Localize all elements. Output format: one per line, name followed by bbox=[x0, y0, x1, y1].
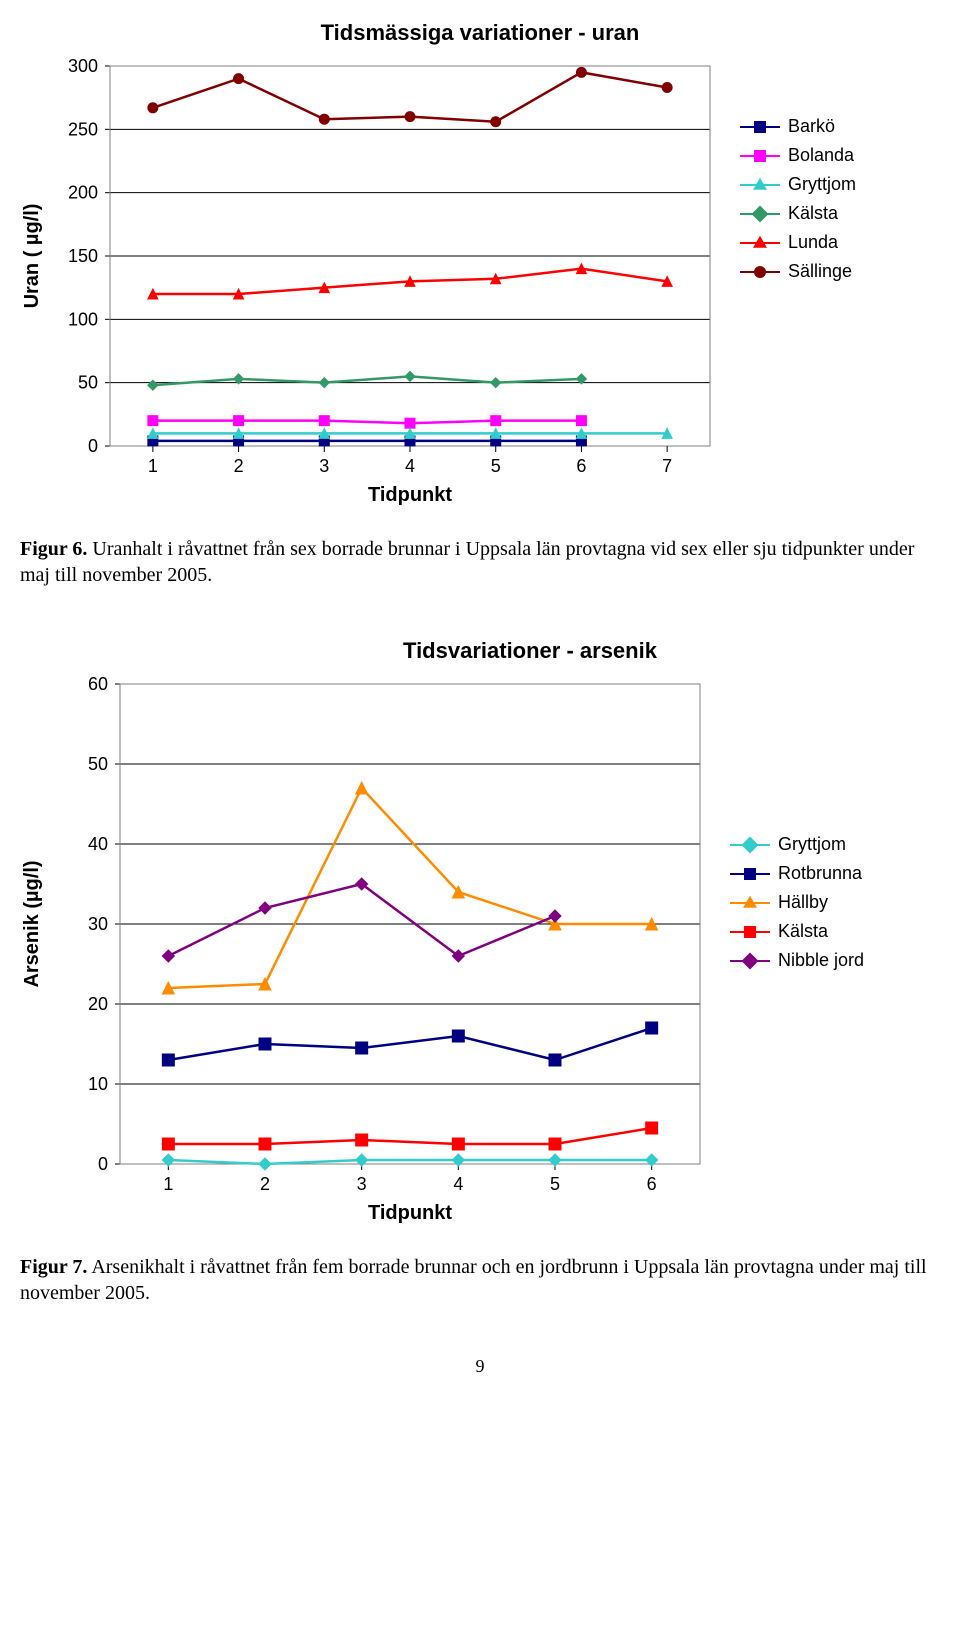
svg-text:50: 50 bbox=[88, 754, 108, 774]
legend-item: Sällinge bbox=[740, 261, 856, 282]
arsenik-legend: Gryttjom Rotbrunna Hällby Kälsta Nibble jord bbox=[730, 834, 864, 979]
legend-label: Kälsta bbox=[788, 203, 838, 224]
svg-text:1: 1 bbox=[163, 1174, 173, 1194]
uran-chart-svg: 0 50 100 150 200 250 300 1 2 3 4 5 6 7 Tidpunkt Uran ( … bbox=[20, 56, 730, 516]
legend-swatch bbox=[730, 953, 770, 969]
svg-text:50: 50 bbox=[78, 373, 98, 393]
diamond-icon bbox=[752, 205, 769, 222]
square-icon bbox=[754, 150, 766, 162]
triangle-icon bbox=[753, 177, 767, 189]
diamond-icon bbox=[742, 952, 759, 969]
legend-item: Kälsta bbox=[740, 203, 856, 224]
legend-item: Gryttjom bbox=[740, 174, 856, 195]
legend-item: Rotbrunna bbox=[730, 863, 864, 884]
legend-label: Sällinge bbox=[788, 261, 852, 282]
svg-text:3: 3 bbox=[357, 1174, 367, 1194]
svg-text:300: 300 bbox=[68, 56, 98, 76]
figure6-text: Uranhalt i råvattnet från sex borrade br… bbox=[20, 538, 914, 586]
uran-chart-row: 0 50 100 150 200 250 300 1 2 3 4 5 6 7 Tidpunkt Uran ( … bbox=[20, 56, 940, 516]
figure6-label: Figur 6. bbox=[20, 538, 87, 560]
svg-text:4: 4 bbox=[405, 456, 415, 476]
figure7-caption: Figur 7. Arsenikhalt i råvattnet från fe… bbox=[20, 1254, 940, 1306]
svg-text:3: 3 bbox=[319, 456, 329, 476]
svg-text:Tidpunkt: Tidpunkt bbox=[368, 1202, 452, 1224]
page-number: 9 bbox=[20, 1356, 940, 1377]
legend-label: Gryttjom bbox=[788, 174, 856, 195]
svg-text:Uran ( µg/l): Uran ( µg/l) bbox=[21, 204, 43, 309]
legend-swatch bbox=[730, 895, 770, 911]
svg-text:4: 4 bbox=[453, 1174, 463, 1194]
svg-text:100: 100 bbox=[68, 309, 98, 329]
arsenik-chart-block: Tidsvariationer - arsenik 0 10 20 30 40 50 60 1… bbox=[20, 638, 940, 1234]
svg-text:Arsenik (µg/l): Arsenik (µg/l) bbox=[21, 860, 43, 987]
legend-item: Barkö bbox=[740, 116, 856, 137]
svg-text:200: 200 bbox=[68, 183, 98, 203]
square-icon bbox=[744, 868, 756, 880]
square-icon bbox=[744, 926, 756, 938]
svg-text:30: 30 bbox=[88, 914, 108, 934]
svg-text:20: 20 bbox=[88, 994, 108, 1014]
triangle-icon bbox=[753, 235, 767, 247]
legend-swatch bbox=[740, 148, 780, 164]
svg-text:0: 0 bbox=[98, 1154, 108, 1174]
uran-chart-title: Tidsmässiga variationer - uran bbox=[20, 20, 940, 46]
uran-chart-block: Tidsmässiga variationer - uran 050100150… bbox=[20, 20, 940, 516]
legend-label: Kälsta bbox=[778, 921, 828, 942]
svg-text:60: 60 bbox=[88, 674, 108, 694]
svg-text:6: 6 bbox=[647, 1174, 657, 1194]
legend-label: Rotbrunna bbox=[778, 863, 862, 884]
svg-text:6: 6 bbox=[576, 456, 586, 476]
svg-text:7: 7 bbox=[662, 456, 672, 476]
legend-item: Lunda bbox=[740, 232, 856, 253]
legend-swatch bbox=[740, 264, 780, 280]
legend-swatch bbox=[740, 177, 780, 193]
legend-label: Nibble jord bbox=[778, 950, 864, 971]
legend-label: Lunda bbox=[788, 232, 838, 253]
svg-text:0: 0 bbox=[88, 436, 98, 456]
legend-item: Bolanda bbox=[740, 145, 856, 166]
arsenik-chart-title: Tidsvariationer - arsenik bbox=[120, 638, 940, 664]
diamond-icon bbox=[742, 836, 759, 853]
legend-label: Hällby bbox=[778, 892, 828, 913]
legend-swatch bbox=[740, 206, 780, 222]
figure7-text: Arsenikhalt i råvattnet från fem borrade… bbox=[20, 1256, 927, 1304]
legend-swatch bbox=[740, 235, 780, 251]
legend-swatch bbox=[740, 119, 780, 135]
svg-text:1: 1 bbox=[148, 456, 158, 476]
legend-item: Nibble jord bbox=[730, 950, 864, 971]
legend-swatch bbox=[730, 866, 770, 882]
legend-item: Hällby bbox=[730, 892, 864, 913]
legend-label: Gryttjom bbox=[778, 834, 846, 855]
legend-label: Bolanda bbox=[788, 145, 854, 166]
legend-item: Kälsta bbox=[730, 921, 864, 942]
svg-text:5: 5 bbox=[550, 1174, 560, 1194]
circle-icon bbox=[754, 266, 766, 278]
figure6-caption: Figur 6. Uranhalt i råvattnet från sex b… bbox=[20, 536, 940, 588]
svg-text:250: 250 bbox=[68, 119, 98, 139]
legend-item: Gryttjom bbox=[730, 834, 864, 855]
arsenik-chart-row: 0 10 20 30 40 50 60 1 2 3 4 5 6 Tidpunkt Arsenik (µg/l… bbox=[20, 674, 940, 1234]
arsenik-chart-svg: 0 10 20 30 40 50 60 1 2 3 4 5 6 Tidpunkt Arsenik (µg/l… bbox=[20, 674, 720, 1234]
svg-text:2: 2 bbox=[234, 456, 244, 476]
svg-text:2: 2 bbox=[260, 1174, 270, 1194]
svg-text:150: 150 bbox=[68, 246, 98, 266]
figure7-label: Figur 7. bbox=[20, 1256, 87, 1278]
square-icon bbox=[754, 121, 766, 133]
triangle-icon bbox=[743, 895, 757, 907]
svg-text:Tidpunkt: Tidpunkt bbox=[368, 484, 452, 506]
svg-text:10: 10 bbox=[88, 1074, 108, 1094]
uran-legend: Barkö Bolanda Gryttjom Kälsta Lunda Sällinge bbox=[740, 116, 856, 290]
legend-swatch bbox=[730, 924, 770, 940]
legend-swatch bbox=[730, 837, 770, 853]
svg-text:5: 5 bbox=[491, 456, 501, 476]
svg-text:40: 40 bbox=[88, 834, 108, 854]
legend-label: Barkö bbox=[788, 116, 835, 137]
